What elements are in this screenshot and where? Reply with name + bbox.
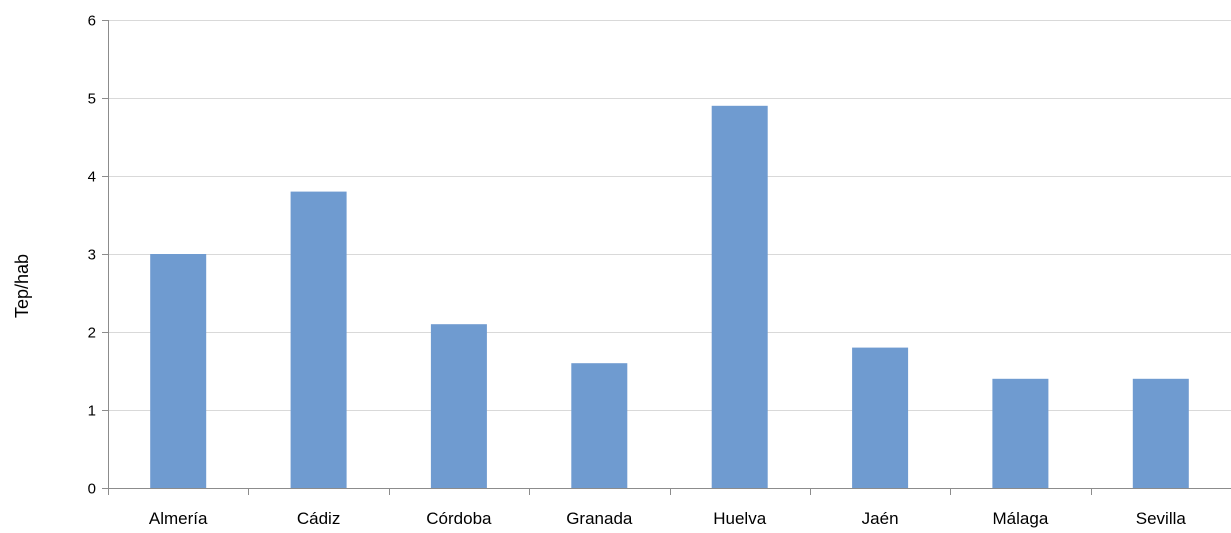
- bar-jaén: [852, 347, 909, 488]
- x-category-labels: Almería Cádiz Córdoba Granada Huelva Jaén Mála…: [149, 509, 1186, 528]
- bar-cádiz: [290, 191, 347, 488]
- y-tick-label-5: 5: [88, 91, 96, 108]
- x-label-cádiz: Cádiz: [297, 509, 340, 528]
- y-tick-labels: 0 1 2 3 4 5 6: [88, 13, 96, 498]
- y-tick-label-0: 0: [88, 481, 96, 498]
- y-tick-label-3: 3: [88, 247, 96, 264]
- y-tick-label-6: 6: [88, 13, 96, 30]
- x-label-almería: Almería: [149, 509, 208, 528]
- bar-sevilla: [1132, 378, 1189, 488]
- bar-huelva: [711, 105, 768, 489]
- x-label-málaga: Málaga: [993, 509, 1049, 528]
- bar-córdoba: [430, 324, 487, 488]
- bars: [150, 105, 1189, 489]
- y-tick-label-4: 4: [88, 169, 96, 186]
- x-label-granada: Granada: [566, 509, 633, 528]
- bar-granada: [571, 363, 628, 488]
- x-label-jaén: Jaén: [862, 509, 899, 528]
- bar-málaga: [992, 378, 1049, 488]
- y-axis-title: Tep/hab: [12, 254, 32, 318]
- x-label-córdoba: Córdoba: [426, 509, 492, 528]
- x-label-sevilla: Sevilla: [1136, 509, 1187, 528]
- bar-almería: [150, 254, 207, 488]
- y-tick-label-2: 2: [88, 325, 96, 342]
- x-label-huelva: Huelva: [713, 509, 766, 528]
- y-tick-label-1: 1: [88, 403, 96, 420]
- gridlines: [108, 20, 1231, 411]
- axes: [102, 20, 1231, 495]
